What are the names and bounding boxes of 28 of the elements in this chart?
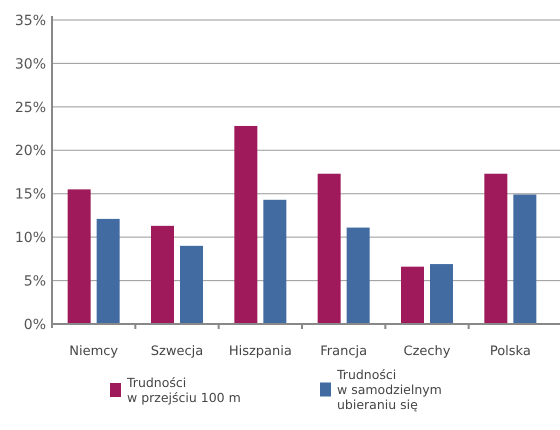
y-tick-label: 30% — [14, 56, 46, 72]
x-tick-label: Francja — [320, 344, 368, 359]
x-tick-label: Hiszpania — [228, 344, 292, 359]
y-tick-label: 5% — [24, 273, 46, 290]
bar — [151, 226, 174, 324]
bar — [484, 174, 508, 324]
bar — [68, 189, 91, 324]
y-tick-label: 35% — [14, 12, 46, 29]
x-tick-label: Polska — [490, 344, 531, 359]
bar — [180, 246, 203, 324]
bar — [318, 174, 341, 324]
legend-label: Trudności w przejściu 100 m — [126, 375, 241, 405]
x-tick-label: Niemcy — [69, 344, 118, 359]
bar — [346, 228, 370, 324]
legend-label: Trudności w samodzielnym ubieraniu się — [336, 367, 442, 412]
bar — [513, 194, 536, 324]
x-tick-label: Czechy — [404, 344, 451, 359]
bar — [401, 266, 424, 324]
y-tick-label: 0% — [24, 316, 46, 333]
y-tick-label: 25% — [14, 100, 46, 116]
bar — [263, 200, 286, 324]
bar — [96, 218, 120, 324]
y-tick-label: 10% — [14, 230, 46, 246]
bar — [430, 264, 453, 324]
y-tick-label: 15% — [14, 186, 46, 203]
bar — [234, 126, 258, 324]
x-tick-label: Szwecja — [150, 344, 204, 359]
y-tick-label: 20% — [14, 143, 46, 160]
